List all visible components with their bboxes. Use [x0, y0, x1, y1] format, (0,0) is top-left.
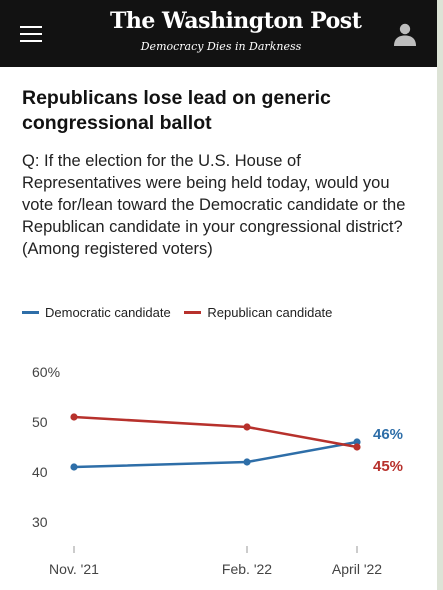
legend-item-democratic: Democratic candidate	[22, 305, 171, 320]
legend-label-republican: Republican candidate	[207, 305, 333, 320]
end-label-democratic: 46%	[373, 426, 403, 443]
data-point-democratic	[353, 438, 361, 446]
series-line-democratic	[73, 440, 358, 469]
data-point-republican	[243, 423, 251, 431]
end-label-republican: 45%	[373, 458, 403, 475]
y-tick-label: 50	[32, 414, 48, 430]
x-tick-label: Feb. '22	[222, 561, 272, 577]
chart-headline: Republicans lose lead on generic congres…	[22, 87, 331, 134]
data-point-republican	[353, 443, 361, 451]
legend-item-republican: Republican candidate	[184, 305, 332, 320]
data-point-republican	[70, 413, 78, 421]
x-tick-label: Nov. '21	[49, 561, 99, 577]
data-point-democratic	[243, 458, 251, 466]
chart-legend: Democratic candidate Republican candidat…	[22, 302, 422, 320]
masthead-logo: The Washington Post	[110, 8, 362, 34]
top-bar: The Washington Post Democracy Dies in Da…	[0, 0, 437, 67]
legend-swatch-republican	[184, 311, 202, 314]
data-point-democratic	[70, 463, 78, 471]
y-tick-label: 60%	[32, 364, 60, 380]
user-profile-icon[interactable]	[393, 22, 417, 46]
hamburger-menu-icon[interactable]	[20, 26, 42, 42]
survey-question: Q: If the election for the U.S. House of…	[22, 152, 406, 258]
legend-swatch-democratic	[22, 311, 39, 314]
line-chart: 30 40 50 60% Nov. '21 Feb. '22 April '22 46% 45%	[32, 364, 403, 577]
x-tick-label: April '22	[332, 561, 382, 577]
legend-label-democratic: Democratic candidate	[45, 305, 171, 320]
y-tick-label: 40	[32, 464, 48, 480]
series-line-republican	[73, 415, 358, 449]
y-tick-label: 30	[32, 514, 48, 530]
masthead[interactable]: The Washington Post Democracy Dies in Da…	[110, 8, 362, 53]
masthead-tagline: Democracy Dies in Darkness	[140, 40, 302, 53]
